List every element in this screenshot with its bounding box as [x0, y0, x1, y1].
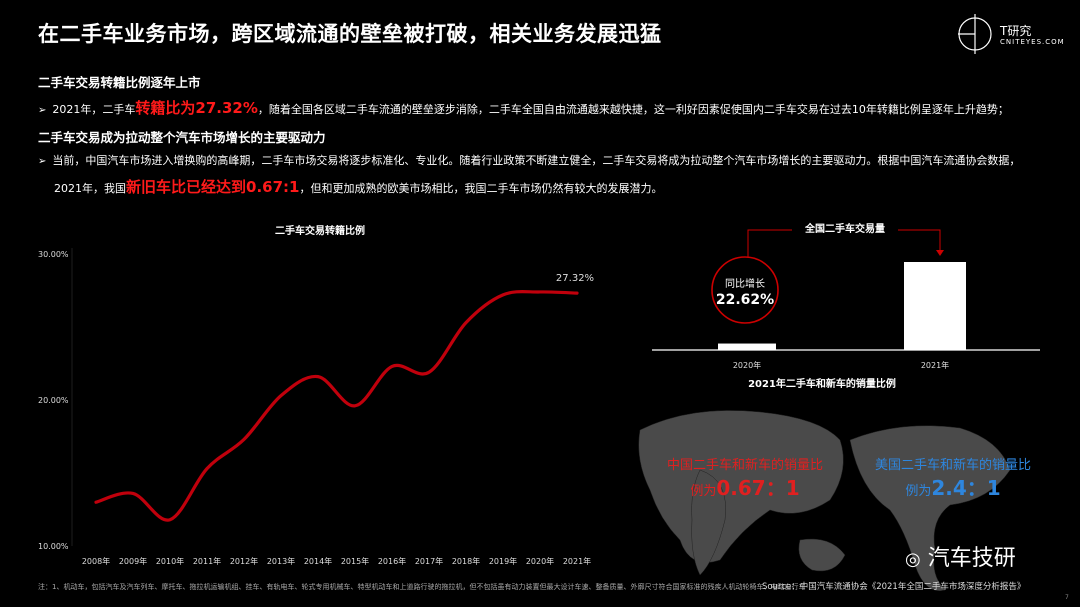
australia-shape [798, 538, 846, 572]
bar-0 [718, 343, 776, 350]
x-tick-label: 2008年 [82, 556, 110, 566]
bullet-icon: ➢ [38, 156, 47, 167]
bracket-right [898, 229, 941, 252]
us-ratio-value: 2.4：1 [931, 476, 1001, 500]
x-tick-label: 2019年 [489, 556, 517, 566]
footnote: 注：1、机动车，包括汽车及汽车列车、摩托车、拖拉机运输机组、挂车、有轨电车、轮式… [38, 583, 806, 591]
y-tick-label: 20.00% [38, 396, 69, 405]
paragraph-driver-2: 2021年，我国新旧车比已经达到0.67:1，但和更加成熟的欧美市场相比，我国二… [54, 178, 663, 196]
africa-shape [691, 469, 726, 576]
source-note: Source：中国汽车流通协会《2021年全国二手车市场深度分析报告》 [762, 582, 1026, 592]
bar-chart-title: 全国二手车交易量 [804, 222, 885, 235]
x-tick-label: 2017年 [415, 556, 443, 566]
china-ratio-prefix: 例为 [690, 484, 717, 499]
growth-circle [711, 256, 779, 324]
x-tick-label: 2011年 [193, 556, 221, 566]
section-heading-transfer: 二手车交易转籍比例逐年上市 [38, 75, 201, 90]
page-number: 7 [1065, 594, 1069, 601]
x-tick-label: 2014年 [304, 556, 332, 566]
line-end-label: 27.32% [556, 273, 594, 284]
section-heading-driver: 二手车交易成为拉动整个汽车市场增长的主要驱动力 [38, 130, 326, 145]
line-chart-title: 二手车交易转籍比例 [275, 224, 365, 237]
americas-shape [849, 425, 1011, 591]
us-ratio-prefix: 例为 [905, 484, 932, 499]
world-map-shape [638, 410, 1011, 591]
wechat-watermark: ◎ 汽车技研 [905, 546, 1016, 571]
bar-category-label: 2020年 [733, 360, 761, 370]
x-tick-label: 2021年 [563, 556, 591, 566]
x-tick-label: 2009年 [119, 556, 147, 566]
x-tick-label: 2010年 [156, 556, 184, 566]
highlight-transfer-ratio: 转籍比为27.32% [135, 99, 258, 117]
arrow-down-icon [936, 250, 944, 256]
china-ratio-callout: 中国二手车和新车的销量比 例为0.67：1 [650, 455, 840, 503]
brand-name: T研究 [1000, 24, 1032, 38]
y-tick-label: 30.00% [38, 250, 69, 259]
x-tick-label: 2013年 [267, 556, 295, 566]
x-tick-label: 2018年 [452, 556, 480, 566]
series-line [94, 290, 579, 522]
x-tick-label: 2016年 [378, 556, 406, 566]
growth-value: 22.62% [716, 292, 774, 308]
wechat-icon: ◎ [905, 549, 921, 570]
bullet-icon: ➢ [38, 105, 47, 116]
x-tick-label: 2012年 [230, 556, 258, 566]
bar-category-label: 2021年 [921, 360, 949, 370]
bracket-left [747, 229, 792, 238]
paragraph-driver-1: ➢ 当前，中国汽车市场进入增换购的高峰期，二手车市场交易将逐步标准化、专业化。随着… [38, 154, 1021, 167]
us-ratio-callout: 美国二手车和新车的销量比 例为2.4：1 [858, 455, 1048, 503]
brand-subtitle: CNITEYES.COM [1000, 38, 1065, 46]
highlight-new-used-ratio: 新旧车比已经达到0.67:1 [126, 178, 300, 196]
x-tick-label: 2020年 [526, 556, 554, 566]
page-title: 在二手车业务市场，跨区域流通的壁垒被打破，相关业务发展迅猛 [38, 22, 662, 46]
eurasia-shape [638, 410, 844, 563]
x-tick-label: 2015年 [341, 556, 369, 566]
paragraph-transfer: ➢ 2021年，二手车转籍比为27.32%，随着全国各区域二手车流通的壁垒逐步消除… [38, 99, 1009, 117]
us-ratio-label: 美国二手车和新车的销量比 [874, 458, 1031, 473]
y-tick-label: 10.00% [38, 542, 69, 551]
growth-label: 同比增长 [725, 277, 765, 290]
china-ratio-value: 0.67：1 [716, 476, 800, 500]
map-title: 2021年二手车和新车的销量比例 [748, 377, 896, 390]
china-ratio-label: 中国二手车和新车的销量比 [666, 458, 823, 473]
bar-1 [904, 262, 966, 350]
